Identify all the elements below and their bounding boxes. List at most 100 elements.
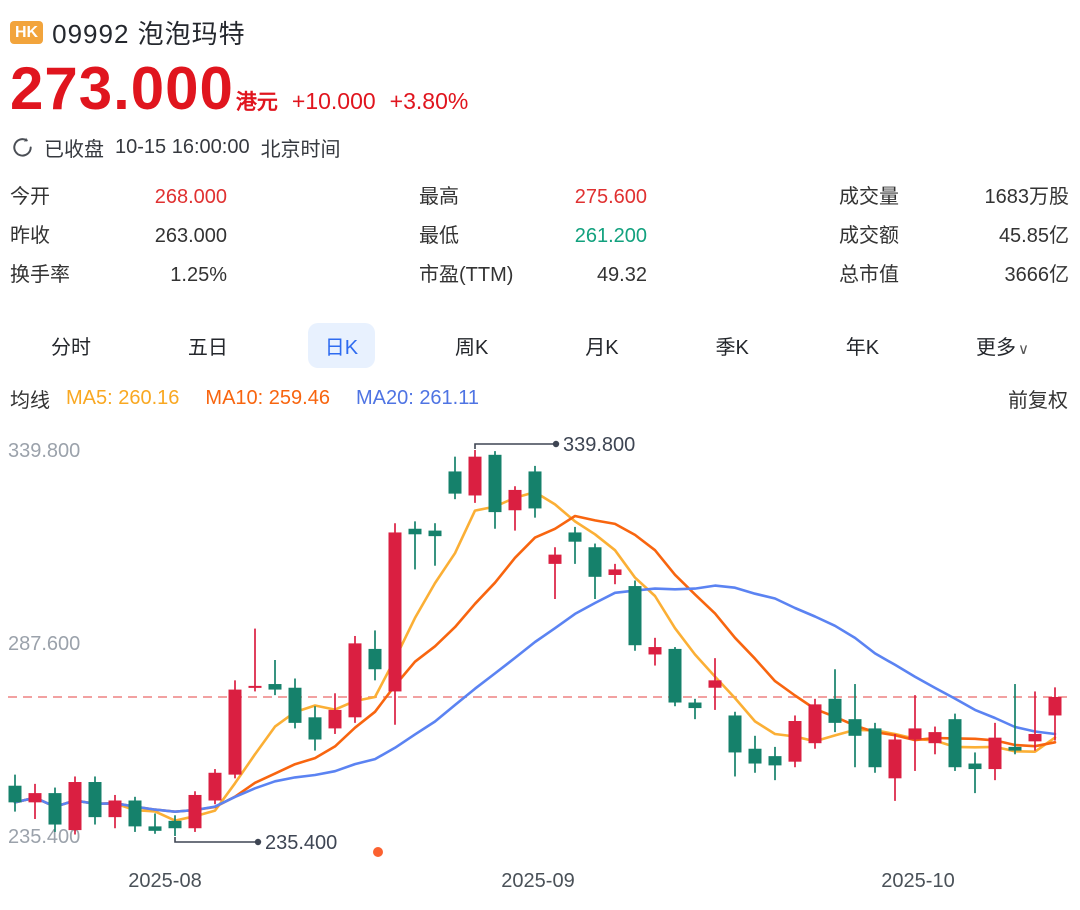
stat-amount-label: 成交额: [839, 225, 899, 247]
candle-body: [688, 702, 702, 709]
candle-body: [588, 547, 602, 577]
stat-amount: 成交额 45.85亿: [839, 217, 1069, 256]
candle-body: [868, 728, 882, 768]
high-annotation-line: [474, 443, 556, 449]
current-price: 273.000: [10, 55, 234, 122]
stat-market-cap: 总市值 3666亿: [839, 256, 1069, 295]
candle-body: [1048, 696, 1062, 716]
chevron-down-icon: ∨: [1017, 341, 1029, 358]
ma10-legend: MA10: 259.46: [205, 387, 330, 409]
candle-body: [948, 719, 962, 768]
y-axis-tick: 235.400: [8, 826, 80, 848]
stock-title: 09992 泡泡玛特: [52, 19, 246, 49]
candle-body: [28, 793, 42, 803]
candle-body: [548, 554, 562, 564]
candle-body: [668, 648, 682, 703]
x-axis-month-label: 2025-08: [128, 870, 201, 892]
candle-body: [848, 719, 862, 736]
low-annotation-line: [174, 836, 258, 843]
candle-body: [288, 687, 302, 723]
tab-five-day[interactable]: 五日: [187, 337, 228, 359]
candle-body: [828, 698, 842, 723]
x-axis-month-label: 2025-10: [881, 870, 954, 892]
candle-body: [768, 756, 782, 766]
tab-yearly-k[interactable]: 年K: [845, 337, 880, 359]
candle-body: [988, 737, 1002, 770]
candle-body: [488, 454, 502, 513]
candle-body: [908, 728, 922, 740]
tab-quarterly-k[interactable]: 季K: [715, 337, 749, 359]
high-annotation-dot: [552, 440, 560, 448]
price-change-percent: +3.80%: [389, 88, 469, 114]
candle-body: [728, 715, 742, 753]
tab-monthly-k[interactable]: 月K: [585, 337, 619, 359]
stock-header: HK 09992 泡泡玛特: [0, 0, 1080, 51]
candle-body: [368, 648, 382, 670]
tab-daily-k[interactable]: 日K: [307, 323, 376, 368]
y-axis-tick: 287.600: [8, 633, 80, 655]
candlestick-chart[interactable]: 339.800 287.600 235.400 339.800 235.400 2025-…: [0, 415, 1080, 910]
candle-body: [388, 532, 402, 692]
orange-marker-dot: [373, 847, 383, 857]
stats-column: 今开 268.000 昨收 263.000 换手率 1.25%: [10, 178, 227, 295]
candle-body: [148, 826, 162, 831]
stat-high: 最高 275.600: [419, 178, 647, 217]
candle-body: [528, 471, 542, 509]
quote-stats-grid: 今开 268.000 昨收 263.000 换手率 1.25% 最高 275.600 最低 261…: [0, 162, 1080, 301]
candle-body: [928, 732, 942, 744]
candle-body: [1008, 746, 1022, 751]
stat-amount-value: 45.85亿: [998, 225, 1069, 247]
candle-body: [248, 685, 262, 688]
candle-body: [8, 785, 22, 803]
candle-body: [1028, 733, 1042, 742]
period-tabs: 分时 五日 日K 周K 月K 季K 年K 更多 ∨: [0, 309, 1080, 378]
stats-column: 成交量 1683万股成交额 45.85亿总市值 3666亿: [839, 178, 1069, 295]
stat-pe-ttm-value: 49.32: [596, 264, 647, 286]
candle-body: [448, 471, 462, 494]
stat-volume-value: 1683万股: [984, 186, 1070, 208]
candle-body: [348, 643, 362, 718]
adjustment-mode-label[interactable]: 前复权: [1008, 390, 1068, 412]
price-change: +10.000: [291, 88, 376, 114]
market-status-row: 已收盘 10-15 16:00:00 北京时间: [0, 133, 1080, 162]
candle-body: [48, 793, 62, 825]
tab-weekly-k[interactable]: 周K: [455, 337, 489, 359]
candle-body: [508, 489, 522, 511]
stat-pe-ttm-label: 市盈(TTM): [419, 264, 514, 286]
candle-body: [108, 800, 122, 818]
ma5-legend: MA5: 260.16: [66, 387, 180, 409]
price-row: 273.000 港元 +10.000 +3.80%: [0, 59, 1080, 119]
status-timezone: 北京时间: [260, 139, 341, 161]
status-time: 10-15 16:00:00: [115, 136, 250, 158]
stat-volume-label: 成交量: [839, 186, 899, 208]
candle-body: [228, 689, 242, 775]
stat-market-cap-value: 3666亿: [1004, 264, 1070, 286]
candle-body: [128, 800, 142, 827]
stat-today-open-label: 今开: [10, 186, 50, 208]
tab-minute[interactable]: 分时: [51, 337, 91, 359]
kline-canvas[interactable]: 339.800 287.600 235.400 339.800 235.400 2025-…: [0, 415, 1080, 905]
candle-body: [188, 794, 202, 829]
stat-market-cap-label: 总市值: [839, 264, 899, 286]
stat-prev-close: 昨收 263.000: [10, 217, 227, 256]
stat-prev-close-label: 昨收: [10, 225, 50, 247]
x-axis-month-label: 2025-09: [501, 870, 574, 892]
stat-volume: 成交量 1683万股: [839, 178, 1069, 217]
candle-body: [748, 748, 762, 764]
stat-turnover-rate-label: 换手率: [10, 264, 70, 286]
candle-body: [708, 680, 722, 688]
candle-body: [628, 586, 642, 646]
stat-high-label: 最高: [419, 186, 459, 208]
ma20-line: [13, 584, 1057, 814]
more-menu[interactable]: 更多 ∨: [975, 337, 1029, 359]
refresh-icon[interactable]: [12, 137, 33, 158]
candle-body: [168, 820, 182, 829]
low-annotation-label: 235.400: [265, 832, 337, 854]
candle-body: [68, 782, 82, 831]
stat-high-value: 275.600: [574, 186, 647, 208]
stat-pe-ttm: 市盈(TTM) 49.32: [419, 256, 647, 295]
stat-today-open: 今开 268.000: [10, 178, 227, 217]
market-badge: HK: [10, 20, 44, 45]
candle-body: [268, 684, 282, 690]
low-annotation-dot: [254, 838, 262, 846]
